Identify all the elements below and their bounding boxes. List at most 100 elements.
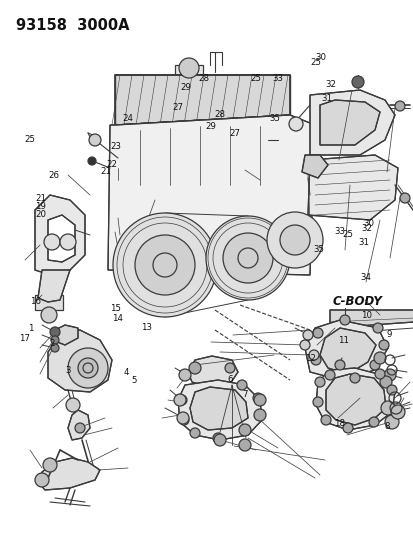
Polygon shape — [329, 310, 413, 328]
Bar — [35, 295, 63, 310]
Text: 4: 4 — [123, 368, 129, 376]
Circle shape — [238, 424, 250, 436]
Circle shape — [223, 233, 272, 283]
Text: 6: 6 — [226, 375, 232, 384]
Text: 32: 32 — [361, 224, 372, 232]
Bar — [277, 130, 295, 160]
Polygon shape — [48, 215, 75, 262]
Circle shape — [206, 216, 289, 300]
Text: 12: 12 — [304, 354, 315, 362]
Circle shape — [88, 157, 96, 165]
Circle shape — [178, 415, 189, 425]
Circle shape — [310, 355, 320, 365]
Circle shape — [383, 369, 395, 381]
Circle shape — [177, 395, 187, 405]
Text: 27: 27 — [172, 103, 183, 111]
Text: 10: 10 — [360, 311, 371, 320]
Circle shape — [66, 398, 80, 412]
Circle shape — [312, 397, 322, 407]
Text: 33: 33 — [333, 228, 344, 236]
Circle shape — [320, 415, 330, 425]
Circle shape — [189, 362, 201, 374]
Circle shape — [254, 409, 266, 421]
Text: 24: 24 — [123, 114, 133, 123]
Text: 1: 1 — [28, 325, 34, 333]
Circle shape — [41, 307, 57, 323]
Text: 16: 16 — [30, 297, 40, 306]
Text: 2: 2 — [49, 340, 55, 348]
Text: 22: 22 — [106, 160, 117, 168]
Polygon shape — [115, 75, 289, 125]
Text: 27: 27 — [229, 129, 240, 138]
Text: 29: 29 — [180, 84, 190, 92]
Text: 15: 15 — [109, 304, 120, 312]
Circle shape — [214, 434, 225, 446]
Circle shape — [224, 363, 235, 373]
Circle shape — [173, 394, 185, 406]
Text: 33: 33 — [272, 75, 283, 83]
Circle shape — [78, 358, 98, 378]
Circle shape — [372, 323, 382, 333]
Circle shape — [312, 328, 322, 338]
Circle shape — [314, 377, 324, 387]
Circle shape — [279, 225, 309, 255]
Text: 32: 32 — [325, 80, 336, 88]
Bar — [175, 65, 202, 100]
Text: 5: 5 — [131, 376, 137, 385]
Circle shape — [368, 417, 378, 427]
Polygon shape — [319, 100, 379, 145]
Text: 11: 11 — [337, 336, 348, 344]
Circle shape — [384, 403, 394, 413]
Text: C-BODY: C-BODY — [332, 295, 382, 308]
Text: 28: 28 — [214, 110, 225, 119]
Circle shape — [379, 376, 391, 388]
Text: 21: 21 — [35, 195, 46, 203]
Polygon shape — [309, 90, 394, 155]
Text: 14: 14 — [112, 314, 123, 323]
Text: 17: 17 — [19, 334, 30, 343]
Circle shape — [51, 336, 59, 344]
Text: 13: 13 — [141, 324, 152, 332]
Circle shape — [342, 423, 352, 433]
Circle shape — [44, 234, 60, 250]
Polygon shape — [188, 356, 237, 388]
Polygon shape — [68, 410, 90, 440]
Text: 31: 31 — [321, 94, 332, 103]
Text: 25: 25 — [250, 75, 261, 83]
Circle shape — [240, 425, 249, 435]
Circle shape — [212, 433, 223, 443]
Circle shape — [390, 405, 404, 419]
Polygon shape — [52, 325, 78, 345]
Text: 31: 31 — [358, 238, 369, 247]
Text: 25: 25 — [309, 59, 320, 67]
Circle shape — [89, 134, 101, 146]
Circle shape — [386, 385, 396, 395]
Circle shape — [399, 193, 409, 203]
Circle shape — [299, 340, 309, 350]
Text: 23: 23 — [110, 142, 121, 150]
Circle shape — [177, 412, 189, 424]
Circle shape — [351, 76, 363, 88]
Text: 25: 25 — [25, 135, 36, 144]
Circle shape — [236, 380, 247, 390]
Circle shape — [374, 369, 384, 379]
Circle shape — [135, 235, 195, 295]
Text: 30: 30 — [315, 53, 325, 62]
Text: 3: 3 — [65, 366, 71, 375]
Circle shape — [190, 428, 199, 438]
Circle shape — [369, 360, 379, 370]
Circle shape — [113, 213, 216, 317]
Polygon shape — [108, 115, 314, 275]
Text: 8: 8 — [383, 422, 389, 431]
Polygon shape — [304, 320, 387, 380]
Circle shape — [35, 473, 49, 487]
Circle shape — [68, 348, 108, 388]
Polygon shape — [325, 374, 385, 425]
Text: 19: 19 — [35, 203, 46, 211]
Text: 35: 35 — [269, 114, 280, 123]
Circle shape — [254, 410, 264, 420]
Circle shape — [238, 439, 250, 451]
Circle shape — [380, 401, 394, 415]
Text: 21: 21 — [100, 167, 111, 176]
Circle shape — [266, 212, 322, 268]
